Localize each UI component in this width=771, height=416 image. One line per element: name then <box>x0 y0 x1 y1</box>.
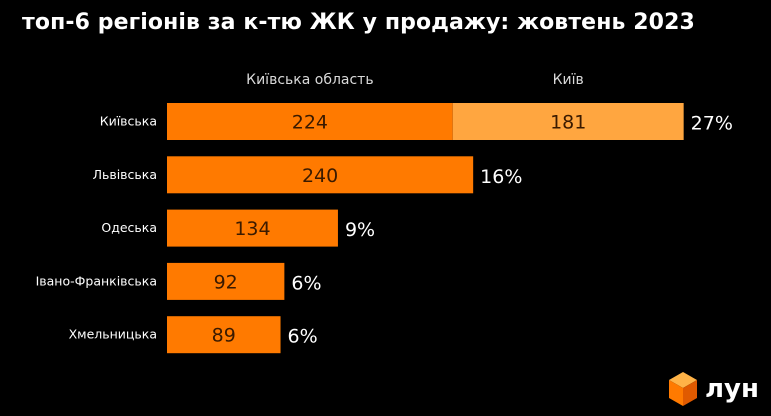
bar-segment <box>167 156 474 194</box>
cube-logo-icon <box>669 372 697 406</box>
category-label: Київська <box>100 114 157 129</box>
share-label: 9% <box>345 219 375 241</box>
category-label: Хмельницька <box>69 327 157 342</box>
share-label: 6% <box>291 272 321 294</box>
bar-segment <box>167 103 453 140</box>
data-label: 134 <box>234 218 270 240</box>
data-label: 92 <box>214 271 238 293</box>
data-label: 240 <box>302 165 338 187</box>
data-label: 224 <box>292 112 328 134</box>
brand-logo: лун <box>667 370 767 412</box>
legend-item: Київська область <box>246 72 373 88</box>
chart-title: топ-6 регіонів за к-тю ЖК у продажу: жов… <box>22 10 695 35</box>
data-label: 89 <box>212 325 236 347</box>
share-label: 16% <box>480 166 522 188</box>
bar-segment <box>167 262 285 300</box>
category-label: Івано-Франківська <box>36 273 157 288</box>
data-label: 181 <box>550 112 586 134</box>
logo-text: лун <box>705 374 759 404</box>
category-label: Одеська <box>101 220 157 235</box>
bar-segment <box>452 103 684 140</box>
category-label: Львівська <box>93 167 157 182</box>
bar-segment <box>167 316 281 354</box>
share-label: 6% <box>288 326 318 348</box>
legend-item: Київ <box>553 72 584 88</box>
share-label: 27% <box>691 113 733 135</box>
bar-segment <box>167 209 338 247</box>
